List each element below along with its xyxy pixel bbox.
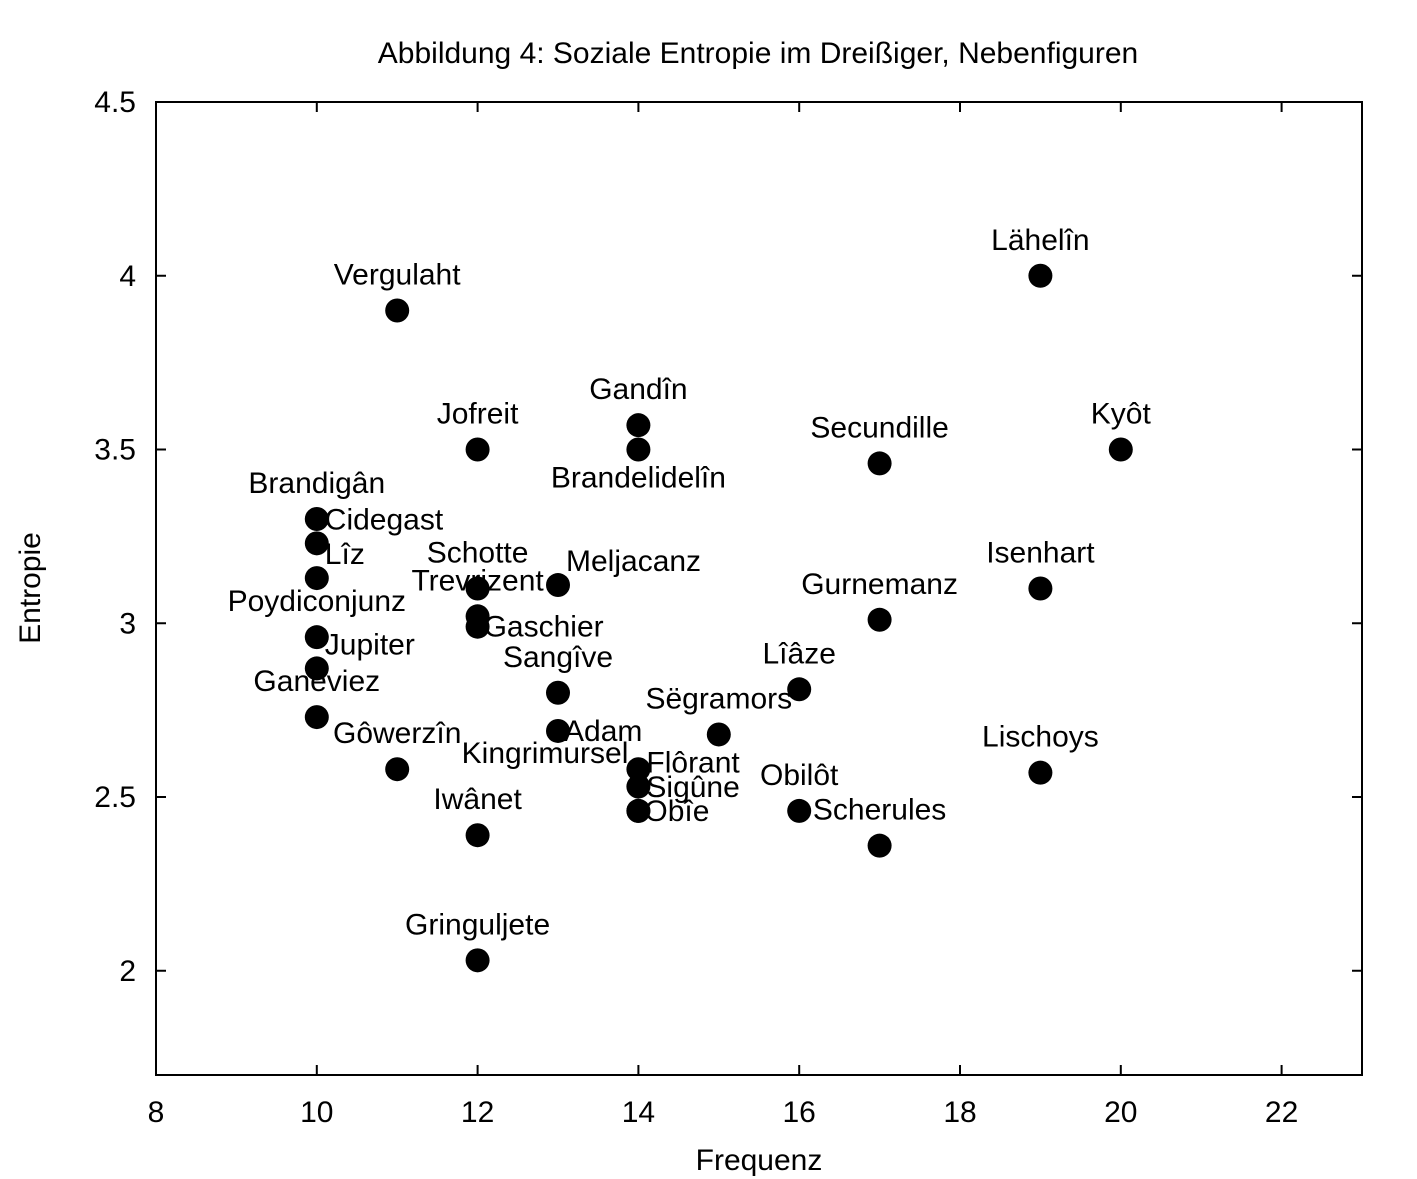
data-label: Vergulaht (334, 259, 461, 292)
data-label: Sëgramors (645, 682, 792, 715)
x-tick-label: 20 (1104, 1096, 1137, 1129)
x-axis-label: Frequenz (696, 1144, 823, 1177)
y-tick-label: 3 (119, 607, 136, 640)
data-point (546, 718, 570, 743)
x-tick-label: 12 (461, 1096, 494, 1129)
data-point (706, 722, 731, 747)
data-point (465, 437, 490, 462)
data-point (867, 833, 892, 858)
data-label: Cidegast (325, 503, 444, 536)
y-axis-label: Entropie (14, 532, 47, 644)
data-point (465, 823, 490, 848)
chart-title: Abbildung 4: Soziale Entropie im Dreißig… (378, 37, 1138, 70)
data-point (385, 757, 410, 782)
data-label: Isenhart (986, 537, 1095, 570)
data-label: Gandîn (589, 373, 687, 406)
data-label: Iwânet (433, 783, 522, 816)
data-point (626, 757, 651, 782)
data-point (465, 576, 490, 601)
data-label: Lischoys (982, 721, 1099, 754)
data-label: Meljacanz (566, 545, 701, 578)
data-label: Schotte (427, 537, 529, 570)
x-tick-label: 8 (148, 1096, 165, 1129)
data-point (385, 298, 410, 323)
x-tick-label: 22 (1265, 1096, 1298, 1129)
data-point (465, 948, 490, 973)
x-tick-label: 14 (622, 1096, 655, 1129)
data-label: Lîz (325, 538, 365, 571)
data-point (787, 798, 812, 823)
data-point (626, 774, 651, 799)
data-label: Gaschier (484, 611, 604, 644)
data-point (867, 451, 892, 476)
data-label: Jupiter (325, 628, 415, 661)
y-tick-label: 2.5 (94, 781, 136, 814)
x-tick-label: 10 (300, 1096, 333, 1129)
data-point (1028, 760, 1053, 785)
data-point (304, 566, 329, 591)
data-point (546, 573, 570, 598)
data-label: Secundille (810, 411, 948, 444)
data-point (304, 625, 329, 650)
data-labels: Vergulaht Lähelîn Gandîn Jofreit Brandelidel… (228, 224, 1152, 942)
data-label: Jofreit (437, 398, 519, 431)
y-tick-label: 4.5 (94, 86, 136, 119)
plot-frame (155, 101, 1363, 1076)
y-tick-label: 3.5 (94, 434, 136, 467)
data-label: Brandelidelîn (551, 462, 726, 495)
x-tick-label: 16 (783, 1096, 816, 1129)
data-point (546, 680, 570, 705)
data-point (304, 705, 329, 730)
data-label: Ganeviez (253, 665, 380, 698)
data-label: Adam (564, 715, 642, 748)
data-point (626, 798, 651, 823)
data-label: Scherules (813, 794, 946, 827)
data-label: Sigûne (646, 771, 739, 804)
data-point (626, 437, 651, 462)
data-label: Lähelîn (991, 224, 1089, 257)
data-point (626, 413, 651, 438)
data-points (304, 263, 1133, 973)
data-label: Trevrizent (411, 564, 544, 597)
data-label: Sangîve (503, 641, 613, 674)
data-point (1028, 263, 1053, 288)
data-point (787, 677, 812, 702)
data-label: Kingrimursel (462, 737, 629, 770)
data-point (1108, 437, 1133, 462)
data-label: Flôrant (646, 747, 740, 780)
data-label: Obilôt (760, 759, 839, 792)
data-point (1028, 576, 1053, 601)
data-point (304, 507, 329, 531)
data-label: Brandigân (248, 467, 385, 500)
data-label: Lîâze (763, 637, 836, 670)
data-point (465, 614, 490, 639)
data-label: Poydiconjunz (228, 585, 406, 618)
data-label: Gringuljete (405, 908, 550, 941)
data-label: Gurnemanz (801, 568, 958, 601)
data-point (867, 607, 892, 632)
data-label: Kyôt (1091, 398, 1152, 431)
y-tick-label: 2 (119, 955, 136, 988)
y-tick-label: 4 (119, 260, 136, 293)
data-label: Obîe (644, 795, 709, 828)
data-point (304, 531, 329, 556)
x-tick-label: 18 (943, 1096, 976, 1129)
data-label: Gôwerzîn (333, 717, 461, 750)
data-point (304, 656, 329, 681)
